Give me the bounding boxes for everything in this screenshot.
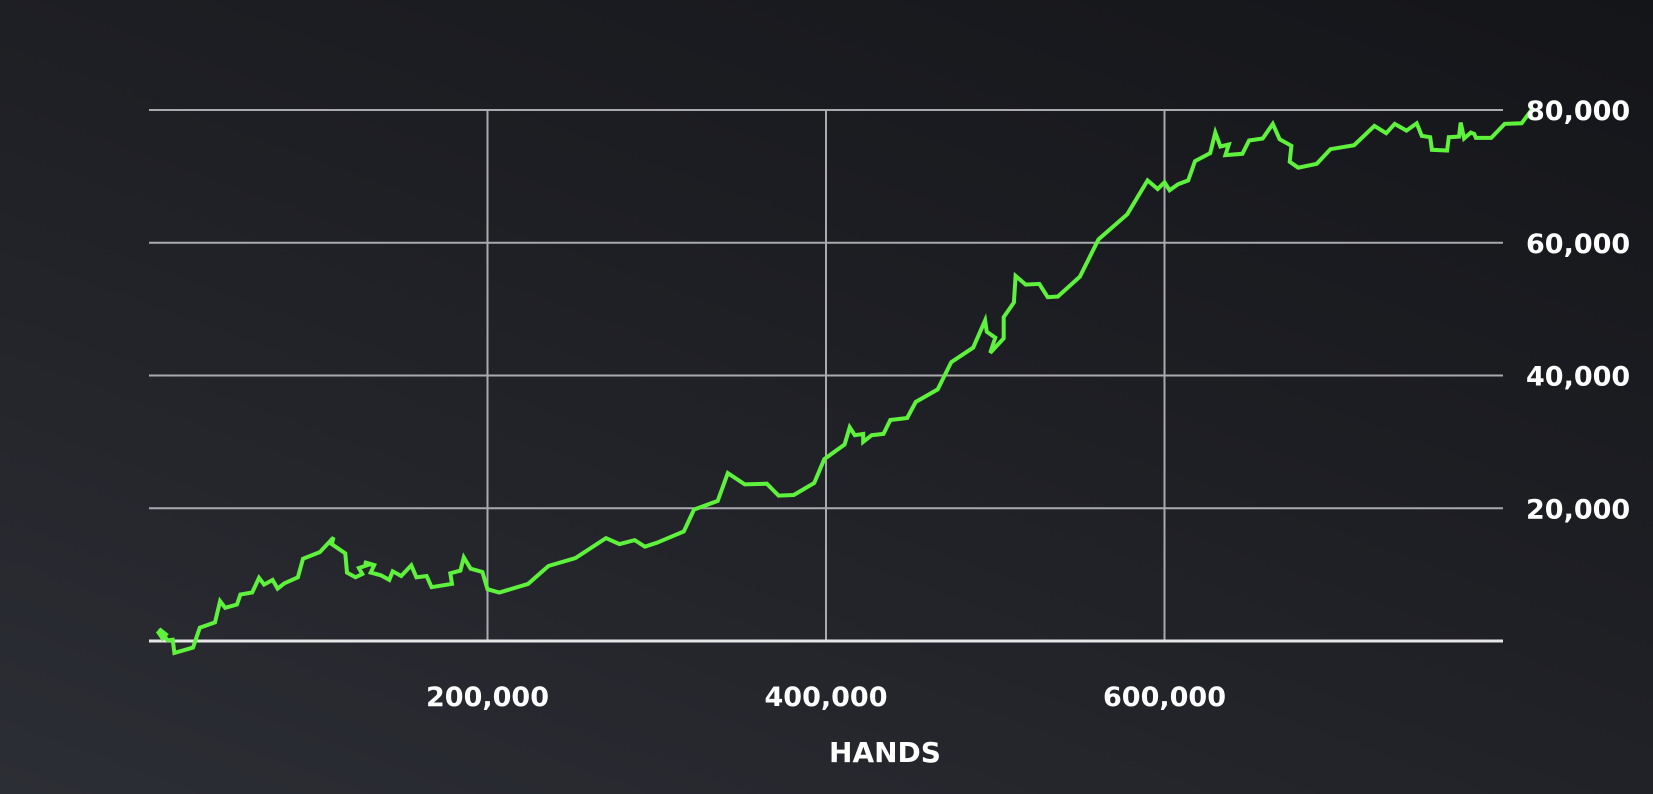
tick-labels: 20,000 40,000 60,000 80,000 200,000 400,000 60… [426,96,1630,713]
y-tick-label: 60,000 [1526,229,1630,260]
y-tick-label: 40,000 [1526,362,1630,393]
gridlines [149,109,1503,643]
series-layer [155,106,1536,656]
series-line [155,106,1536,656]
y-tick-label: 20,000 [1526,494,1630,525]
x-tick-label: 400,000 [765,682,888,713]
x-tick-label: 200,000 [426,682,549,713]
x-tick-label: 600,000 [1103,682,1226,713]
y-tick-label: 80,000 [1526,96,1630,127]
x-axis-title: HANDS [829,736,941,769]
